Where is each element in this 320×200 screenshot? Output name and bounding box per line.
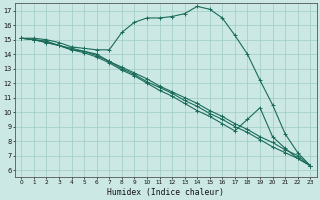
X-axis label: Humidex (Indice chaleur): Humidex (Indice chaleur) bbox=[107, 188, 224, 197]
